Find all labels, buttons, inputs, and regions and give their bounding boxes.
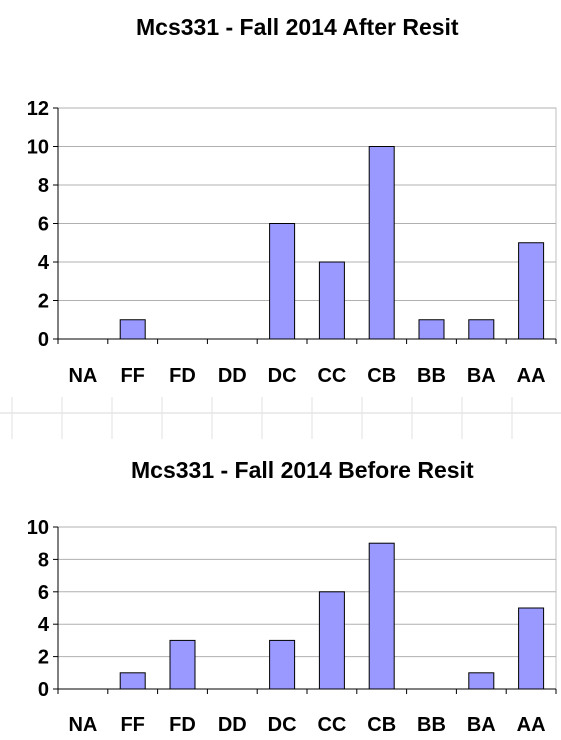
bar-ff [119,672,146,690]
bar-cb [368,146,395,340]
y-tick-label: 4 [38,614,50,636]
x-tick-label: BA [467,365,496,387]
x-tick-label: FD [169,714,196,736]
plot-area: 0 2 4 6 8 10 12 NA FF FD DD DC CC CB BB BA AA [27,98,557,387]
bar-ba [468,672,495,690]
x-tick-label: DD [218,714,247,736]
bar-cb [368,542,395,690]
y-tick-label: 6 [38,582,49,604]
x-tick-label: CC [317,365,346,387]
bar-cc [318,591,345,690]
x-tick-label: CB [367,714,396,736]
bar-ba [468,319,495,340]
x-tick-label: NA [68,714,97,736]
x-tick-label: NA [68,365,97,387]
plot-frame [57,526,557,690]
x-tick-label: BB [417,365,446,387]
chart-after-resit: Mcs331 - Fall 2014 After Resit 0 2 4 6 8 10 12… [27,14,557,387]
x-tick-label: BA [467,714,496,736]
x-tick-label: FF [120,714,144,736]
bar-bb [418,319,445,340]
bar-cc [318,261,345,340]
y-tick-label: 8 [38,549,49,571]
chart-title: Mcs331 - Fall 2014 After Resit [136,14,459,40]
x-tick-label: FF [120,365,144,387]
x-tick-label: CB [367,365,396,387]
plot-area: 0 2 4 6 8 10 NA FF FD DD DC CC CB BB BA AA [27,517,557,736]
y-tick-label: 10 [27,517,49,539]
y-tick-label: 6 [38,214,49,236]
separator-gridlines [0,397,561,439]
x-tick-label: FD [169,365,196,387]
y-tick-label: 4 [38,252,50,274]
y-tick-label: 2 [38,647,49,669]
x-tick-label: AA [517,365,546,387]
bar-dc [269,639,296,690]
x-tick-label: CC [317,714,346,736]
x-tick-label: DD [218,365,247,387]
chart-title: Mcs331 - Fall 2014 Before Resit [131,457,474,483]
bar-aa [518,242,545,340]
bar-aa [518,607,545,690]
bar-fd [169,639,196,690]
x-tick-label: BB [417,714,446,736]
bar-ff [119,319,146,340]
bar-dc [269,223,296,340]
x-tick-label: AA [517,714,546,736]
y-tick-label: 12 [27,98,49,120]
y-tick-label: 2 [38,291,49,313]
y-tick-label: 8 [38,175,49,197]
x-tick-label: DC [268,714,297,736]
y-tick-label: 0 [38,679,49,701]
x-tick-label: DC [268,365,297,387]
y-tick-label: 0 [38,329,49,351]
y-tick-label: 10 [27,137,49,159]
chart-before-resit: Mcs331 - Fall 2014 Before Resit 0 2 4 6 8 10 N… [0,445,561,740]
